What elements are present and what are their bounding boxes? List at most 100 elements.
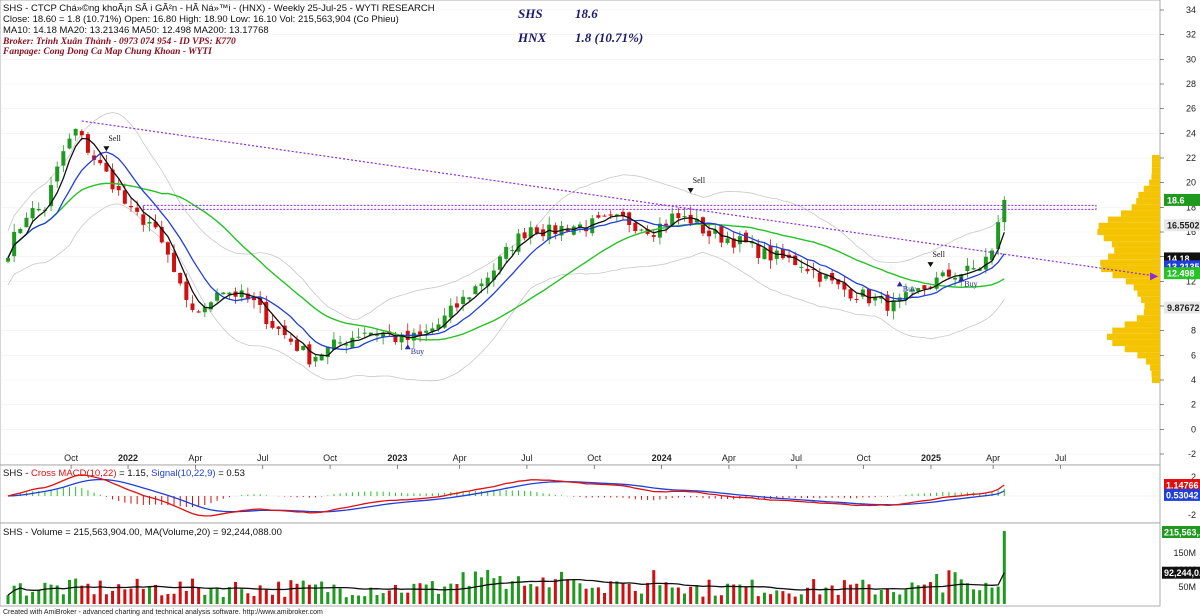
sell-arrow (927, 262, 934, 268)
volume-bar-up (941, 592, 945, 604)
candle-down (805, 268, 810, 272)
volume-bar-up (37, 589, 41, 604)
volume-bar-up (350, 594, 354, 604)
volume-bar-up (412, 583, 416, 604)
candle-down (534, 227, 539, 234)
volume-bar-up (301, 580, 305, 604)
volume-bar-down (689, 586, 693, 604)
candle-up (344, 344, 349, 346)
candle-up (448, 305, 453, 318)
index-label: HNX (517, 30, 547, 45)
volume-bar-up (363, 596, 367, 604)
candle-down (92, 155, 97, 160)
candle-down (295, 339, 300, 351)
volume-bar-up (1002, 530, 1006, 604)
volume-profile-bar (1097, 228, 1160, 236)
volume-profile-bar (1124, 346, 1160, 353)
candle-up (362, 332, 367, 334)
volume-bar-up (861, 579, 865, 604)
volume-bar-down (135, 578, 139, 604)
volume-bar-up (400, 592, 404, 604)
volume-bar-up (873, 594, 877, 604)
candle-up (24, 217, 29, 228)
candle-up (467, 297, 472, 300)
volume-box-label: 215,563,... (1164, 528, 1200, 538)
volume-bar-down (756, 596, 760, 604)
volume-bar-up (990, 587, 994, 604)
volume-profile-bar (1114, 247, 1160, 254)
volume-profile-bar (1151, 161, 1160, 168)
volume-bar-down (707, 579, 711, 604)
buy-label: Buy (903, 284, 916, 293)
candle-down (817, 273, 822, 282)
candle-up (73, 128, 78, 136)
macd-title: SHS - Cross MACD(10,22) = 1.15, Signal(1… (3, 468, 245, 479)
x-tick-label: 2023 (387, 453, 407, 463)
volume-bar-up (892, 592, 896, 604)
volume-box (1162, 526, 1200, 538)
x-tick-label: Jul (521, 453, 533, 463)
volume-bar-down (246, 593, 250, 604)
ma20-line (7, 151, 1005, 351)
candle-down (608, 214, 613, 216)
candle-down (627, 212, 632, 226)
candle-down (744, 232, 748, 243)
volume-profile (1097, 154, 1160, 384)
y-tick-label: 12 (1186, 276, 1196, 286)
volume-bar-down (98, 580, 102, 604)
y-tick-label: 26 (1186, 104, 1196, 114)
macd-tick-label: 2 (1191, 472, 1196, 482)
candle-up (823, 275, 828, 279)
x-tick-label: Apr (453, 453, 467, 463)
candle-up (215, 292, 220, 301)
volume-bar-up (18, 583, 22, 604)
trendline-arrow (1150, 272, 1159, 281)
footer-credit: Created with AmiBroker - advanced charti… (3, 609, 323, 616)
candle-down (79, 131, 84, 136)
candle-up (239, 290, 244, 298)
candle-down (85, 134, 90, 153)
candle-up (737, 236, 742, 245)
volume-bar-down (166, 594, 170, 604)
volume-profile-bar (1124, 321, 1160, 328)
volume-bar-up (510, 581, 514, 604)
volume-ma-line (7, 572, 1005, 596)
candle-down (848, 289, 853, 299)
candle-up (953, 277, 958, 280)
candle-up (485, 277, 490, 287)
volume-bar-up (55, 585, 59, 604)
price-box-label: 13.2135 (1167, 262, 1200, 272)
x-tick-label: 2024 (652, 453, 672, 463)
volume-bar-up (467, 585, 471, 604)
volume-profile-bar (1136, 315, 1160, 322)
volume-bar-down (387, 590, 391, 604)
macd-title-suffix: = 0.53 (216, 468, 245, 479)
macd-title-cross: Cross MACD(10,22) (31, 468, 117, 479)
candle-up (504, 246, 509, 259)
candle-down (116, 185, 121, 191)
volume-bar-up (430, 581, 434, 604)
volume-bar-down (855, 583, 859, 604)
candle-down (153, 221, 158, 228)
candle-down (946, 269, 951, 277)
y-tick-label: 18 (1186, 202, 1196, 212)
x-tick-label: Oct (323, 453, 338, 463)
x-tick-label: 2025 (921, 453, 941, 463)
volume-bar-down (719, 595, 723, 604)
candle-up (208, 302, 213, 310)
candle-down (768, 245, 773, 261)
candle-up (461, 296, 466, 305)
candle-up (996, 222, 1001, 250)
signals: Sell Sell Sell Buy Buy Buy (103, 134, 978, 356)
sell-label: Sell (933, 250, 946, 259)
volume-bar-up (572, 579, 576, 604)
candle-up (498, 256, 502, 270)
volume-bar-down (252, 595, 256, 604)
price-box-label: 18.6 (1167, 195, 1185, 205)
x-tick-label: Jul (1055, 453, 1067, 463)
volume-bar-down (929, 582, 932, 604)
volume-bar-up (799, 594, 803, 604)
candle-up (381, 332, 386, 337)
volume-bar-up (344, 597, 348, 604)
volume-bar-down (769, 594, 773, 604)
